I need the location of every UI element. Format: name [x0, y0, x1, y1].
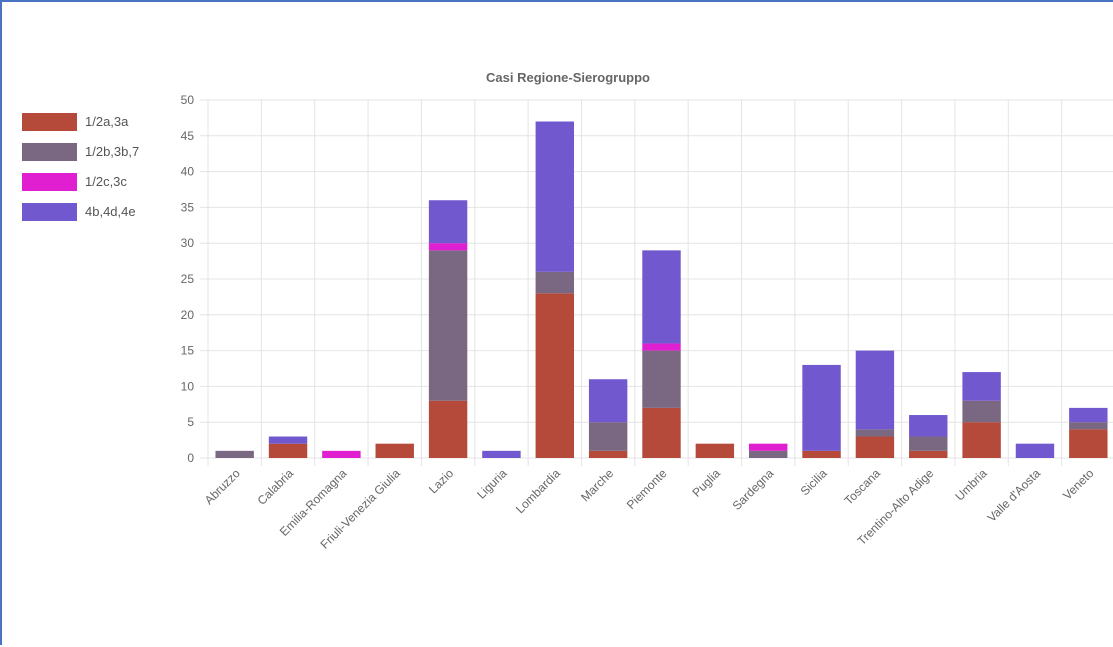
bar-segment	[535, 293, 575, 458]
x-tick-label: Liguria	[474, 466, 510, 502]
bar-segment	[428, 250, 468, 401]
bar-segment	[909, 436, 948, 451]
grid-lines	[200, 99, 1113, 466]
bar-segment	[1069, 429, 1108, 458]
bar-segment	[802, 450, 841, 458]
bar-segment	[268, 436, 308, 444]
bar-segment	[588, 450, 628, 458]
bar-segment	[1069, 422, 1108, 430]
legend-swatch	[22, 142, 77, 161]
bar-segment	[642, 343, 681, 351]
bar-segment	[535, 121, 575, 272]
bar-segment	[1069, 407, 1108, 423]
bar-segment	[322, 450, 361, 458]
y-tick-label: 20	[181, 308, 195, 322]
bar-segment	[695, 443, 735, 458]
chart-title: Casi Regione-Sierogruppo	[486, 70, 650, 85]
x-tick-label: Abruzzo	[202, 466, 243, 507]
bar-segment	[588, 379, 628, 423]
bar-segment	[428, 200, 468, 244]
legend-label: 4b,4d,4e	[85, 204, 136, 219]
bar-segment	[962, 372, 1001, 401]
legend-item[interactable]: 4b,4d,4e	[22, 202, 139, 221]
bar-segment	[962, 422, 1001, 458]
x-tick-label: Umbria	[952, 466, 989, 503]
x-tick-label: Toscana	[842, 466, 884, 508]
bar-segment	[535, 271, 575, 294]
x-axis-ticks: Abruzzo CalabriaEmilia-RomagnaFriuli-Vene…	[202, 466, 1097, 552]
bar-segment	[428, 243, 468, 251]
x-tick-label: Lazio	[426, 466, 456, 496]
x-tick-label: Sardegna	[730, 466, 777, 513]
bars	[215, 121, 1108, 458]
bar-segment	[215, 450, 254, 458]
y-tick-label: 0	[187, 451, 194, 465]
legend-swatch	[22, 202, 77, 221]
legend-swatch	[22, 112, 77, 131]
y-tick-label: 40	[181, 165, 195, 179]
y-tick-label: 15	[181, 344, 195, 358]
bar-segment	[428, 400, 468, 458]
y-tick-label: 35	[181, 200, 195, 214]
bar-segment	[482, 450, 521, 458]
bar-segment	[1015, 443, 1055, 458]
y-tick-label: 5	[187, 415, 194, 429]
x-tick-label: Sicilia	[798, 466, 830, 498]
y-tick-label: 10	[181, 379, 195, 393]
bar-segment	[375, 443, 414, 458]
legend-item[interactable]: 1/2c,3c	[22, 172, 139, 191]
legend-label: 1/2b,3b,7	[85, 144, 140, 159]
y-tick-label: 30	[181, 236, 195, 250]
bar-segment	[748, 450, 788, 458]
bar-segment	[909, 450, 948, 458]
x-tick-label: Valle d'Aosta	[985, 466, 1044, 525]
bar-segment	[588, 422, 628, 451]
bar-segment	[855, 436, 895, 458]
bar-segment	[748, 443, 788, 451]
legend: 1/2a,3a 1/2b,3b,7 1/2c,3c 4b,4d,4e	[22, 112, 139, 232]
legend-item[interactable]: 1/2b,3b,7	[22, 142, 139, 161]
x-tick-label: Marche	[578, 466, 616, 504]
bar-segment	[909, 415, 948, 437]
legend-swatch	[22, 172, 77, 191]
x-tick-label: Lombardia	[513, 466, 563, 516]
bar-segment	[855, 350, 895, 430]
x-tick-label: Calabria	[255, 466, 297, 508]
legend-label: 1/2c,3c	[85, 174, 127, 189]
bar-segment	[642, 350, 681, 408]
y-tick-label: 50	[181, 93, 195, 107]
x-tick-label: Piemonte	[624, 466, 670, 512]
bar-segment	[642, 407, 681, 458]
bar-segment	[962, 400, 1001, 423]
y-tick-label: 45	[181, 129, 195, 143]
x-tick-label: Puglia	[689, 466, 723, 500]
bar-segment	[855, 429, 895, 437]
bar-segment	[268, 443, 308, 458]
bar-segment	[642, 250, 681, 344]
y-axis-ticks: 0 5 10 15 20 25 30 35 40 45 50	[181, 93, 195, 465]
x-tick-label: Veneto	[1060, 466, 1097, 503]
y-tick-label: 25	[181, 272, 195, 286]
legend-item[interactable]: 1/2a,3a	[22, 112, 139, 131]
bar-segment	[802, 364, 841, 451]
legend-label: 1/2a,3a	[85, 114, 129, 129]
